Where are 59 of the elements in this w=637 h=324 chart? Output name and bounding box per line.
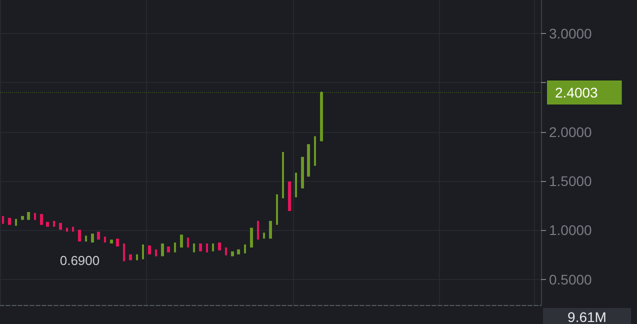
candlestick xyxy=(66,228,68,232)
candlestick xyxy=(269,220,272,239)
y-tick-label: 1.0000 xyxy=(549,222,592,238)
candlestick xyxy=(320,91,323,142)
candlestick xyxy=(244,244,246,254)
candlestick xyxy=(53,220,55,227)
candlestick xyxy=(295,172,297,198)
y-tick-label: 2.0000 xyxy=(549,124,592,140)
candlestick xyxy=(218,242,221,250)
candlestick xyxy=(307,144,310,177)
candlestick xyxy=(174,242,176,252)
candlestick xyxy=(116,238,119,246)
candlestick xyxy=(161,244,164,256)
candlestick xyxy=(85,236,87,242)
candlestick xyxy=(123,244,125,262)
candlestick xyxy=(167,246,170,252)
candlestick xyxy=(263,232,265,239)
y-tick-label: 0.5000 xyxy=(549,271,592,288)
text: 9.61M xyxy=(568,309,606,324)
candlestick xyxy=(8,218,11,225)
candlestick xyxy=(129,254,132,260)
candlestick xyxy=(34,213,36,220)
candlestick xyxy=(199,244,202,252)
candlestick xyxy=(282,152,284,198)
candlestick xyxy=(136,254,138,260)
candlestick xyxy=(155,249,157,256)
candlestick xyxy=(15,218,17,226)
candlestick xyxy=(21,216,24,220)
candlestick xyxy=(91,234,94,243)
candlestick xyxy=(27,212,30,220)
candlestick xyxy=(40,214,43,225)
candlestick xyxy=(288,182,291,212)
candlestick xyxy=(301,156,304,188)
candlestick xyxy=(110,240,113,244)
candlestick xyxy=(257,220,259,240)
candlestick xyxy=(104,236,106,243)
candlestick xyxy=(72,226,74,232)
candlestick xyxy=(237,249,240,254)
candlestick xyxy=(212,244,214,252)
candlestick xyxy=(2,216,4,224)
candlestick xyxy=(148,245,151,254)
annotation: 0.6900 xyxy=(60,253,100,268)
candlestick xyxy=(250,228,253,248)
candlestick xyxy=(206,244,208,252)
ref-line-label: 2.4003 xyxy=(555,84,598,100)
candlestick xyxy=(97,232,100,240)
candlestick xyxy=(314,136,316,166)
candlestick xyxy=(142,244,144,260)
candlestick xyxy=(193,244,195,252)
candlestick xyxy=(180,234,183,248)
candlestick xyxy=(46,222,49,227)
candlestick xyxy=(276,194,278,225)
y-tick-label: 1.5000 xyxy=(549,173,592,190)
candlestick xyxy=(59,222,62,230)
candlestick xyxy=(78,230,81,242)
candlestick xyxy=(187,238,189,248)
candlestick xyxy=(225,247,227,256)
y-tick-label: 3.0000 xyxy=(549,25,592,42)
candlestick xyxy=(231,251,234,256)
